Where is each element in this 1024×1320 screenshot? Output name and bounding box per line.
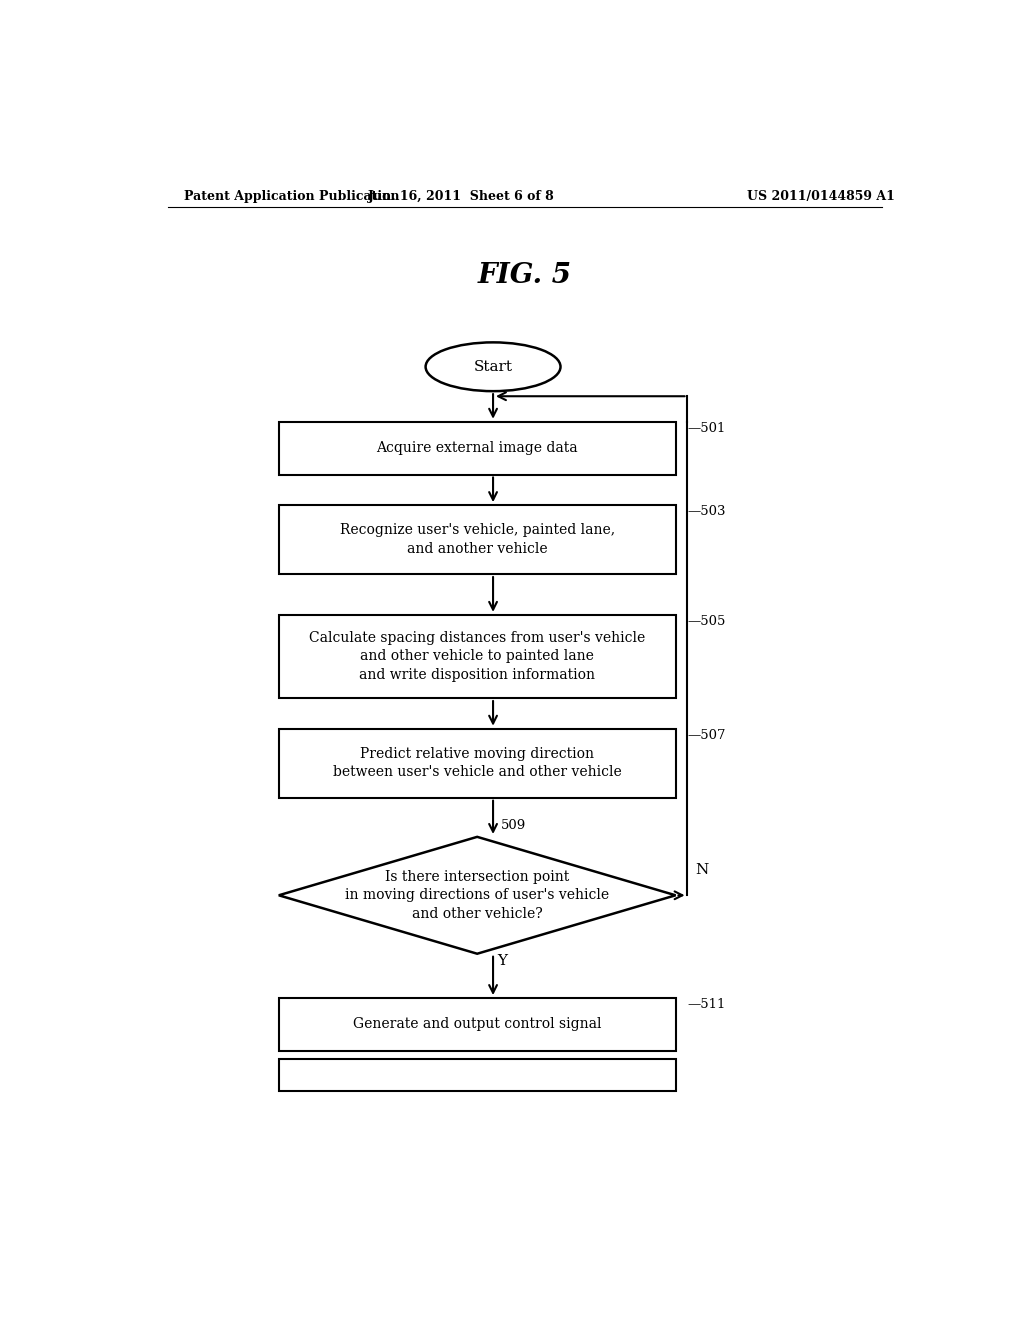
FancyBboxPatch shape <box>279 998 676 1051</box>
Text: Y: Y <box>497 954 507 969</box>
Text: 509: 509 <box>501 818 526 832</box>
Text: Start: Start <box>473 360 513 374</box>
Text: US 2011/0144859 A1: US 2011/0144859 A1 <box>748 190 895 202</box>
Polygon shape <box>279 837 676 954</box>
Text: Jun. 16, 2011  Sheet 6 of 8: Jun. 16, 2011 Sheet 6 of 8 <box>368 190 555 202</box>
Text: —505: —505 <box>687 615 726 628</box>
FancyBboxPatch shape <box>279 421 676 474</box>
Text: Acquire external image data: Acquire external image data <box>377 441 578 455</box>
Text: Is there intersection point
in moving directions of user's vehicle
and other veh: Is there intersection point in moving di… <box>345 870 609 920</box>
Text: Predict relative moving direction
between user's vehicle and other vehicle: Predict relative moving direction betwee… <box>333 747 622 779</box>
Text: —507: —507 <box>687 729 726 742</box>
Ellipse shape <box>426 342 560 391</box>
Text: Patent Application Publication: Patent Application Publication <box>183 190 399 202</box>
Text: N: N <box>695 863 709 876</box>
Text: —503: —503 <box>687 506 726 517</box>
Text: —511: —511 <box>687 998 726 1011</box>
Text: Calculate spacing distances from user's vehicle
and other vehicle to painted lan: Calculate spacing distances from user's … <box>309 631 645 682</box>
FancyBboxPatch shape <box>279 729 676 797</box>
FancyBboxPatch shape <box>279 1059 676 1092</box>
Text: Generate and output control signal: Generate and output control signal <box>353 1018 601 1031</box>
Text: Recognize user's vehicle, painted lane,
and another vehicle: Recognize user's vehicle, painted lane, … <box>340 523 614 556</box>
Text: —501: —501 <box>687 421 726 434</box>
Text: FIG. 5: FIG. 5 <box>478 261 571 289</box>
FancyBboxPatch shape <box>279 506 676 574</box>
FancyBboxPatch shape <box>279 615 676 698</box>
